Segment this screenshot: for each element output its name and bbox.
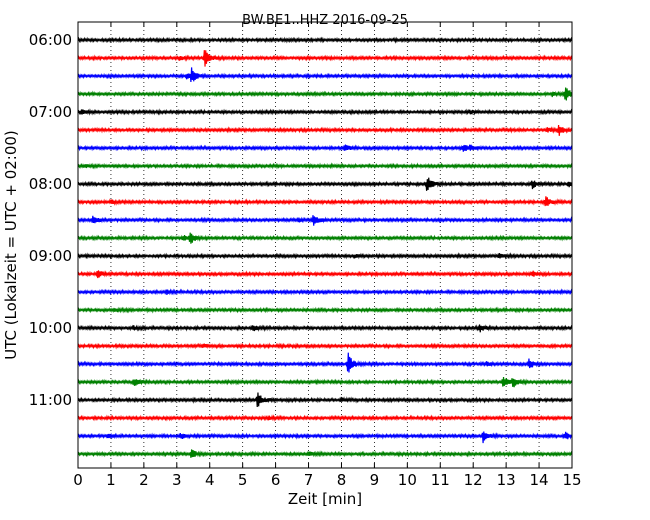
y-tick-label: 07:00 <box>29 103 72 121</box>
trace-row-0615 <box>77 50 573 67</box>
trace-row-1115 <box>77 414 573 422</box>
tick-layer: 0 1 2 3 4 5 6 7 8 9 10 11 12 13 14 1506:0007:0008:0009:… <box>29 22 582 489</box>
trace-row-0730 <box>77 144 573 152</box>
x-tick-label: 2 <box>139 471 149 489</box>
trace-row-0945 <box>77 306 573 314</box>
x-tick-label: 9 <box>370 471 380 489</box>
x-tick-label: 1 <box>106 471 116 489</box>
x-tick-label: 0 <box>73 471 83 489</box>
x-tick-label: 13 <box>497 471 516 489</box>
y-tick-label: 10:00 <box>29 319 72 337</box>
trace-row-0630 <box>77 67 573 82</box>
y-tick-label: 11:00 <box>29 391 72 409</box>
trace-row-0800 <box>77 177 573 191</box>
x-tick-label: 10 <box>398 471 417 489</box>
y-tick-label: 06:00 <box>29 31 72 49</box>
x-tick-label: 12 <box>464 471 483 489</box>
trace-layer <box>77 36 573 458</box>
trace-row-1130 <box>77 431 573 444</box>
x-tick-label: 15 <box>562 471 581 489</box>
x-tick-label: 4 <box>205 471 215 489</box>
trace-row-0645 <box>77 87 573 101</box>
trace-row-0845 <box>77 232 573 244</box>
trace-row-0715 <box>77 124 573 136</box>
x-tick-label: 8 <box>337 471 347 489</box>
x-axis-label: Zeit [min] <box>288 490 362 508</box>
x-tick-label: 6 <box>271 471 281 489</box>
trace-row-0830 <box>77 215 573 226</box>
y-tick-label: 09:00 <box>29 247 72 265</box>
trace-row-0915 <box>77 270 573 279</box>
x-tick-label: 11 <box>431 471 450 489</box>
y-tick-label: 08:00 <box>29 175 72 193</box>
plot-frame <box>77 21 573 469</box>
y-axis-label: UTC (Lokalzeit = UTC + 02:00) <box>2 130 20 360</box>
x-tick-label: 5 <box>238 471 248 489</box>
x-tick-label: 7 <box>304 471 314 489</box>
trace-row-0900 <box>77 252 573 260</box>
trace-row-1000 <box>77 324 573 333</box>
chart-title: BW.BE1..HHZ 2016-09-25 <box>242 13 408 28</box>
trace-row-0700 <box>77 108 573 116</box>
trace-row-1030 <box>77 352 573 373</box>
x-tick-label: 3 <box>172 471 182 489</box>
trace-row-1015 <box>77 342 573 350</box>
trace-row-0745 <box>77 162 573 170</box>
trace-row-1100 <box>77 392 573 408</box>
trace-row-0600 <box>77 36 573 44</box>
x-tick-label: 14 <box>530 471 549 489</box>
trace-row-0930 <box>77 288 573 296</box>
trace-row-1045 <box>77 377 573 388</box>
trace-row-0815 <box>77 196 573 207</box>
trace-row-1145 <box>77 449 573 458</box>
